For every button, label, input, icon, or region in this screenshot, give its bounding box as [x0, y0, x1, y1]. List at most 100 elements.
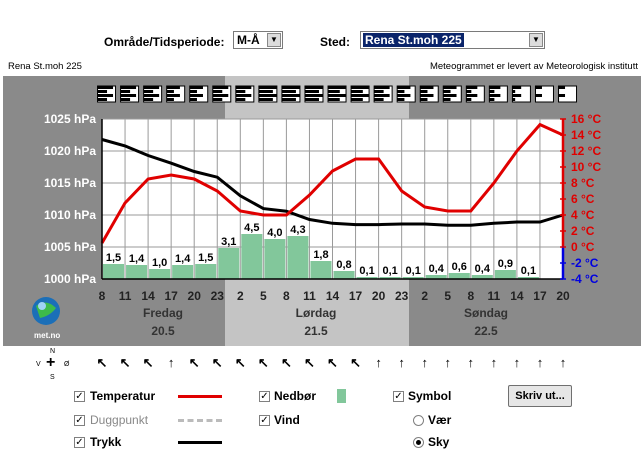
wind-arrow-icon: ↖ — [280, 355, 292, 370]
wind-arrow-icon: ↖ — [142, 355, 154, 370]
wind-arrow-icon: ↖ — [327, 355, 338, 370]
chevron-down-icon[interactable]: ▼ — [529, 33, 543, 47]
y-right-tick-label: 4 °C — [571, 208, 595, 222]
precip-bar — [494, 270, 516, 279]
day-date: 21.5 — [304, 324, 328, 338]
sky-label: Sky — [428, 435, 450, 449]
place-label: Sted: — [320, 35, 350, 49]
precip-label: Nedbør — [274, 389, 316, 403]
meteogram: 1,5 1,4 1,0 1,4 1,5 3,1 4,5 4,0 4,3 1,8 0,8 0,1 0,1 0… — [3, 76, 641, 346]
precip-label: 0,8 — [336, 259, 351, 271]
wind-arrow-icon: ↖ — [303, 355, 315, 370]
dewpoint-checkbox[interactable]: ✓ — [74, 415, 85, 426]
x-tick-label: 11 — [303, 289, 316, 303]
precip-label: 0,9 — [498, 258, 513, 270]
y-left-tick-label: 1010 hPa — [44, 208, 96, 222]
precip-bar — [448, 273, 470, 279]
compass-s: S — [50, 374, 55, 381]
wind-arrows: ↖ ↖ ↖ ↑ ↖ ↖ ↖ ↖ ↖ ↖ ↖ ↖ ↑ ↑ ↑ ↑ ↑ ↑ ↑ ↑ ↑ — [0, 355, 644, 375]
y-right-tick-label: 6 °C — [571, 192, 595, 206]
day-name: Søndag — [464, 306, 508, 320]
pressure-line — [101, 138, 564, 227]
y-right-tick-label: 2 °C — [571, 224, 595, 238]
wind-arrow-icon: ↖ — [188, 355, 200, 370]
area-select[interactable]: M-Å ▼ — [233, 31, 283, 49]
symbol-label: Symbol — [408, 389, 452, 403]
cloud-cover-icon — [281, 85, 301, 103]
precip-label: 0,1 — [359, 265, 374, 277]
wind-arrow-icon: ↑ — [467, 355, 475, 370]
y-right-tick-label: 12 °C — [571, 144, 601, 158]
wind-arrow-icon: ↑ — [536, 355, 544, 370]
precip-swatch — [337, 389, 346, 403]
precip-label: 0,1 — [406, 265, 421, 277]
cloud-cover-icon — [511, 85, 531, 103]
y-left-tick-label: 1000 hPa — [44, 272, 96, 286]
precip-label: 1,0 — [152, 257, 167, 269]
x-tick-label: 17 — [533, 289, 547, 303]
precip-bar — [195, 264, 217, 279]
cloud-cover-icon — [327, 85, 347, 103]
precip-bar — [333, 271, 355, 279]
pressure-checkbox[interactable]: ✓ — [74, 437, 85, 448]
pressure-label: Trykk — [90, 435, 122, 449]
wind-arrow-icon: ↑ — [559, 355, 567, 370]
x-tick-label: 8 — [283, 289, 290, 303]
precip-checkbox[interactable]: ✓ — [259, 391, 270, 402]
credit-text: Meteogrammet er levert av Meteorologisk … — [429, 61, 638, 72]
y-right-tick-label: 16 °C — [571, 112, 601, 126]
x-tick-label: 5 — [260, 289, 267, 303]
x-tick-label: 20 — [188, 289, 202, 303]
wind-arrow-icon: ↑ — [490, 355, 498, 370]
cloud-cover-icon — [212, 85, 232, 103]
wind-arrow-icon: ↑ — [375, 355, 382, 370]
compass-v: V — [36, 361, 41, 368]
precip-label: 0,4 — [429, 263, 445, 275]
wind-arrow-icon: ↖ — [350, 355, 361, 370]
y-left-tick-label: 1020 hPa — [44, 144, 96, 158]
precip-bar — [241, 234, 263, 279]
precip-label: 1,4 — [129, 253, 145, 265]
cloud-cover-icon — [534, 85, 554, 103]
dewpoint-label: Duggpunkt — [90, 413, 149, 427]
wind-arrow-icon: ↖ — [234, 355, 246, 370]
compass-o: Ø — [64, 361, 70, 368]
area-label: Område/Tidsperiode: — [104, 35, 225, 49]
sky-radio[interactable] — [413, 437, 424, 448]
cloud-cover-icon — [558, 85, 578, 103]
day-name: Lørdag — [296, 306, 337, 320]
x-tick-label: 8 — [99, 289, 106, 303]
precip-bar — [402, 277, 424, 279]
x-tick-label: 8 — [467, 289, 474, 303]
symbol-checkbox[interactable]: ✓ — [393, 391, 404, 402]
compass-n: N — [50, 348, 56, 355]
precip-label: 4,0 — [267, 227, 282, 239]
top-bar: Område/Tidsperiode: M-Å ▼ Sted: Rena St.… — [0, 0, 644, 56]
precip-label: 0,1 — [382, 265, 397, 277]
station-name: Rena St.moh 225 — [8, 61, 82, 72]
cloud-cover-icon — [442, 85, 462, 103]
precip-bar — [287, 236, 309, 279]
day-name: Fredag — [143, 306, 183, 320]
place-select-value: Rena St.moh 225 — [363, 33, 464, 47]
cloud-cover-icon — [97, 85, 117, 103]
wind-arrow-icon: ↑ — [167, 355, 175, 370]
cloud-cover-icon — [396, 85, 416, 103]
wind-arrow-icon: ↑ — [513, 355, 521, 370]
precip-label: 3,1 — [221, 236, 236, 248]
chevron-down-icon[interactable]: ▼ — [267, 33, 281, 47]
cloud-symbol-row — [97, 85, 578, 103]
precip-bar — [264, 239, 286, 279]
cloud-cover-icon — [488, 85, 508, 103]
cloud-cover-icon — [189, 85, 209, 103]
print-button[interactable]: Skriv ut... — [508, 385, 572, 407]
wind-checkbox[interactable]: ✓ — [259, 415, 270, 426]
wind-arrow-icon: ↖ — [211, 355, 223, 370]
weather-radio[interactable] — [413, 415, 424, 426]
temperature-checkbox[interactable]: ✓ — [74, 391, 85, 402]
cloud-cover-icon — [419, 85, 439, 103]
cloud-cover-icon — [258, 85, 278, 103]
x-tick-label: 17 — [164, 289, 178, 303]
cloud-cover-icon — [166, 85, 186, 103]
place-select[interactable]: Rena St.moh 225 ▼ — [360, 31, 545, 49]
